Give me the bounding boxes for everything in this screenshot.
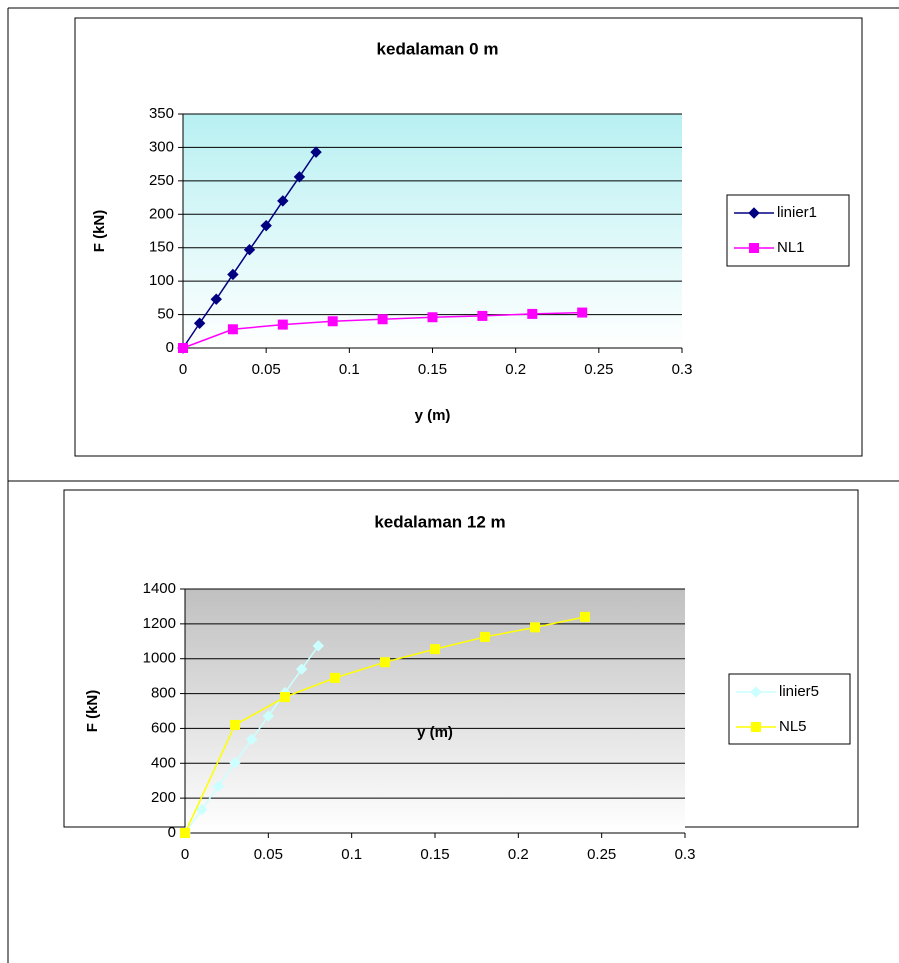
data-point <box>378 315 387 324</box>
y-tick-label: 1000 <box>143 650 176 667</box>
data-point <box>179 344 188 353</box>
x-tick-label: 0 <box>181 846 189 863</box>
x-tick-label: 0.15 <box>420 846 449 863</box>
data-point <box>528 309 537 318</box>
x-axis-title: y (m) <box>417 724 453 741</box>
page: 0 50 100 150 200 250 300 350 0 0.05 0.1 0.15 0.2 0.25… <box>0 0 899 963</box>
legend-marker <box>750 244 759 253</box>
legend-label: linier1 <box>777 204 817 221</box>
y-tick-label: 50 <box>157 306 174 323</box>
data-point <box>278 320 287 329</box>
x-tick-label: 0.05 <box>252 361 281 378</box>
legend-label: NL5 <box>779 718 807 735</box>
y-tick-label: 1200 <box>143 615 176 632</box>
data-point <box>578 308 587 317</box>
y-tick-label: 0 <box>168 824 176 841</box>
x-axis-title: y (m) <box>415 407 451 424</box>
data-point <box>531 623 540 632</box>
y-tick-label: 0 <box>166 339 174 356</box>
data-point <box>331 673 340 682</box>
x-tick-label: 0 <box>179 361 187 378</box>
x-tick-label: 0.05 <box>254 846 283 863</box>
legend-label: linier5 <box>779 683 819 700</box>
data-point <box>181 829 190 838</box>
x-tick-label: 0.25 <box>584 361 613 378</box>
x-tick-label: 0.2 <box>508 846 529 863</box>
y-axis-title: F (kN) <box>91 210 108 253</box>
y-tick-label: 100 <box>149 272 174 289</box>
data-point <box>478 311 487 320</box>
data-point <box>231 720 240 729</box>
data-point <box>581 612 590 621</box>
chart-title: kedalaman 12 m <box>374 512 505 531</box>
x-tick-label: 0.1 <box>339 361 360 378</box>
data-point <box>428 313 437 322</box>
data-point <box>328 317 337 326</box>
data-point <box>481 632 490 641</box>
x-tick-label: 0.1 <box>341 846 362 863</box>
y-tick-label: 400 <box>151 754 176 771</box>
y-tick-label: 1400 <box>143 580 176 597</box>
x-tick-label: 0.2 <box>505 361 526 378</box>
y-tick-label: 150 <box>149 239 174 256</box>
y-tick-label: 300 <box>149 138 174 155</box>
y-tick-label: 350 <box>149 105 174 122</box>
x-tick-label: 0.25 <box>587 846 616 863</box>
y-tick-label: 600 <box>151 719 176 736</box>
x-tick-label: 0.15 <box>418 361 447 378</box>
data-point <box>228 325 237 334</box>
y-tick-label: 200 <box>151 789 176 806</box>
chart-title: kedalaman 0 m <box>377 39 499 58</box>
x-tick-label: 0.3 <box>675 846 696 863</box>
legend-marker <box>752 723 761 732</box>
data-point <box>281 693 290 702</box>
y-tick-label: 800 <box>151 685 176 702</box>
y-tick-label: 250 <box>149 172 174 189</box>
y-tick-label: 200 <box>149 205 174 222</box>
data-point <box>381 658 390 667</box>
y-axis-title: F (kN) <box>84 690 101 733</box>
x-tick-label: 0.3 <box>672 361 693 378</box>
legend-label: NL1 <box>777 239 805 256</box>
data-point <box>431 645 440 654</box>
